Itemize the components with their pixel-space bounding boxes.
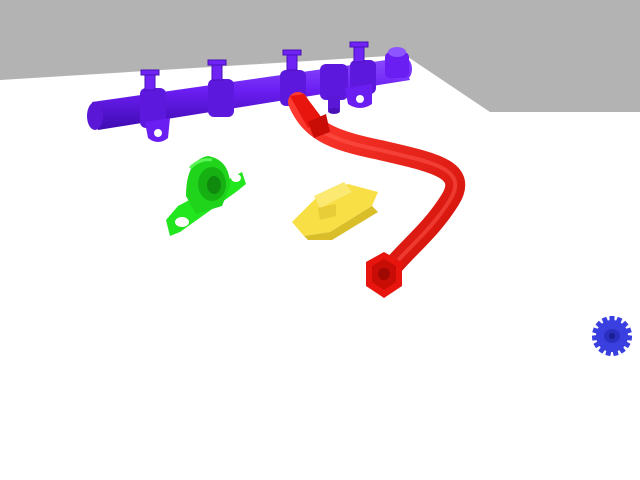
hose-fitting [288, 92, 466, 298]
yellow-clip [292, 182, 378, 240]
pillow-block-bearing [166, 156, 246, 236]
floor-plane [0, 55, 640, 480]
spur-gear [591, 316, 633, 357]
fuel-rail [87, 41, 412, 142]
